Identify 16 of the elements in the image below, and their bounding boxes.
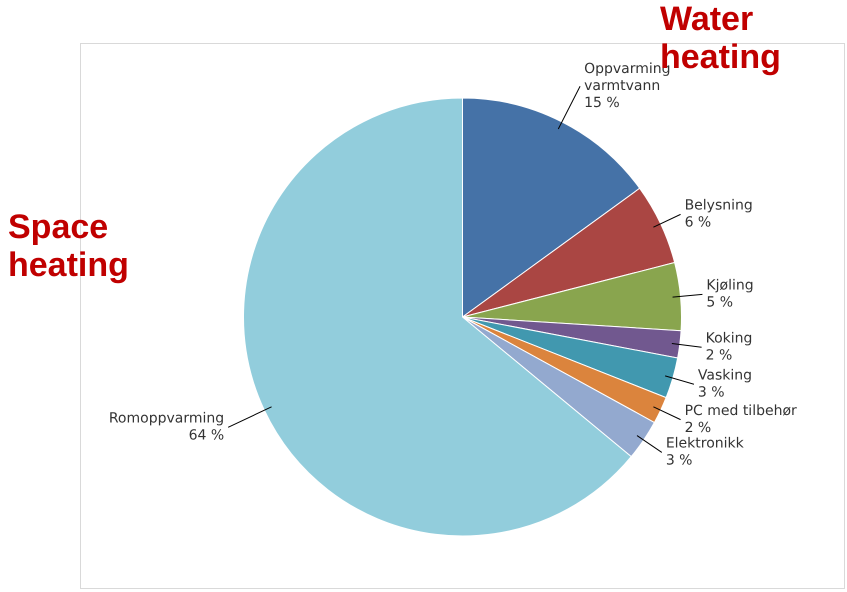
slice-label: Belysning xyxy=(684,198,753,214)
slice-label: Romoppvarming xyxy=(108,410,224,426)
slice-label: PC med tilbehør xyxy=(684,402,798,419)
slice-label: Kjøling xyxy=(706,277,754,294)
data-label: 2 % xyxy=(684,420,712,436)
data-label: 15 % xyxy=(584,94,620,111)
data-label: 5 % xyxy=(706,294,734,310)
data-label: 2 % xyxy=(706,347,732,364)
slice-label: Elektronikk xyxy=(666,436,745,452)
data-label: 3 % xyxy=(666,452,692,469)
data-label: 6 % xyxy=(684,214,712,231)
data-label: 3 % xyxy=(698,384,725,400)
slice-label: Vasking xyxy=(698,367,752,384)
slice-label: Koking xyxy=(706,330,752,346)
text: Space heating xyxy=(8,208,130,284)
data-label: 64 % xyxy=(188,427,224,444)
